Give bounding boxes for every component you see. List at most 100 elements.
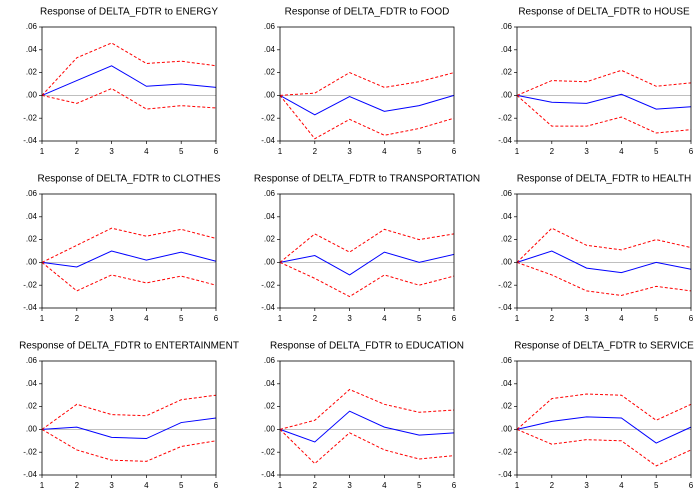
x-tick-label: 6 (452, 314, 457, 323)
x-tick-label: 3 (109, 147, 114, 156)
y-tick-label: -.04 (498, 136, 512, 145)
band-line (516, 261, 692, 296)
y-tick-label: -.04 (498, 303, 512, 312)
response-line (279, 410, 455, 443)
x-tick-label: 4 (382, 481, 387, 490)
x-tick-label: 1 (515, 147, 520, 156)
plot-frame (279, 360, 455, 476)
x-tick-label: 6 (689, 314, 694, 323)
x-tick-label: 4 (144, 314, 149, 323)
y-tick-label: .06 (26, 356, 38, 365)
y-tick-label: -.02 (498, 280, 512, 289)
x-tick-label: 1 (40, 147, 45, 156)
x-tick-label: 5 (654, 481, 659, 490)
y-tick-label: -.02 (261, 280, 275, 289)
chart-title: Response of DELTA_FDTR to SERVICE (514, 341, 694, 352)
plot-frame (41, 193, 217, 309)
plot-frame (41, 360, 217, 476)
chart-title: Response of DELTA_FDTR to ENERGY (40, 7, 218, 18)
x-tick-label: 2 (313, 147, 318, 156)
y-tick-label: .06 (501, 22, 513, 31)
y-tick-label: .00 (501, 258, 513, 267)
x-tick-label: 6 (452, 147, 457, 156)
y-tick-label: .06 (501, 356, 513, 365)
x-tick-label: 3 (584, 481, 589, 490)
x-tick-label: 5 (179, 481, 184, 490)
x-tick-label: 6 (689, 481, 694, 490)
y-tick-label: .02 (264, 402, 276, 411)
response-line (516, 93, 692, 110)
x-tick-label: 5 (179, 314, 184, 323)
x-tick-label: 6 (214, 147, 219, 156)
x-tick-label: 5 (417, 481, 422, 490)
x-tick-label: 5 (179, 147, 184, 156)
y-tick-label: .04 (264, 379, 276, 388)
y-tick-label: -.04 (261, 470, 275, 479)
y-tick-label: .02 (26, 235, 38, 244)
x-tick-label: 5 (417, 147, 422, 156)
chart-title: Response of DELTA_FDTR to HOUSE (518, 7, 690, 18)
x-tick-label: 5 (654, 314, 659, 323)
x-tick-label: 1 (40, 481, 45, 490)
y-tick-label: -.02 (23, 280, 37, 289)
y-tick-label: -.04 (261, 136, 275, 145)
band-line (41, 227, 217, 263)
y-tick-label: .06 (264, 22, 276, 31)
band-line (41, 428, 217, 462)
y-tick-label: -.04 (23, 136, 37, 145)
y-tick-label: -.02 (23, 447, 37, 456)
x-tick-label: 3 (109, 481, 114, 490)
x-tick-label: 4 (619, 481, 624, 490)
band-line (516, 69, 692, 96)
x-tick-label: 4 (619, 314, 624, 323)
x-tick-label: 6 (689, 147, 694, 156)
plot-frame (516, 26, 692, 142)
y-tick-label: .00 (26, 258, 38, 267)
x-tick-label: 2 (313, 314, 318, 323)
y-tick-label: -.04 (23, 303, 37, 312)
plot-frame (279, 26, 455, 142)
x-tick-label: 3 (584, 314, 589, 323)
band-line (279, 95, 455, 140)
x-tick-label: 5 (417, 314, 422, 323)
y-tick-label: .02 (264, 235, 276, 244)
plot-frame (516, 360, 692, 476)
y-tick-label: -.02 (23, 113, 37, 122)
y-tick-label: -.02 (498, 113, 512, 122)
x-tick-label: 3 (347, 481, 352, 490)
chart-title: Response of DELTA_FDTR to CLOTHES (37, 174, 220, 185)
response-line (279, 94, 455, 116)
y-tick-label: .04 (501, 45, 513, 54)
band-line (516, 95, 692, 134)
chart-title: Response of DELTA_FDTR to FOOD (285, 7, 450, 18)
y-tick-label: .04 (26, 212, 38, 221)
x-tick-label: 1 (515, 314, 520, 323)
plot-frame (41, 26, 217, 142)
y-tick-label: .06 (264, 356, 276, 365)
x-tick-label: 4 (382, 314, 387, 323)
chart-title: Response of DELTA_FDTR to HEALTH (517, 174, 692, 185)
response-line (516, 416, 692, 444)
y-tick-label: .06 (264, 189, 276, 198)
x-tick-label: 2 (550, 147, 555, 156)
y-tick-label: .04 (26, 45, 38, 54)
response-line (279, 251, 455, 276)
y-tick-label: .00 (264, 425, 276, 434)
x-tick-label: 3 (347, 314, 352, 323)
band-line (41, 88, 217, 110)
y-tick-label: -.02 (261, 113, 275, 122)
y-tick-label: .02 (26, 68, 38, 77)
y-tick-label: .06 (26, 22, 38, 31)
y-tick-label: .00 (264, 91, 276, 100)
y-tick-label: .02 (26, 402, 38, 411)
x-tick-label: 4 (619, 147, 624, 156)
band-line (516, 428, 692, 467)
y-tick-label: -.02 (261, 447, 275, 456)
x-tick-label: 2 (75, 147, 80, 156)
x-tick-label: 6 (214, 314, 219, 323)
band-line (279, 261, 455, 298)
x-tick-label: 3 (347, 147, 352, 156)
y-tick-label: .02 (501, 68, 513, 77)
y-tick-label: .06 (501, 189, 513, 198)
x-tick-label: 6 (214, 481, 219, 490)
